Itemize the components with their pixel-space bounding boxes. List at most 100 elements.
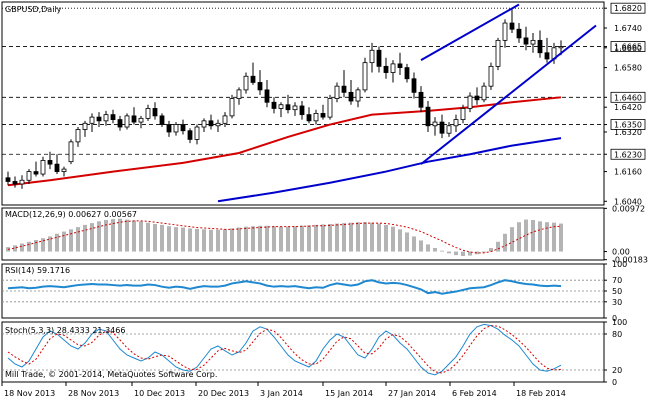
candle <box>425 101 431 132</box>
macd-bar <box>125 219 129 252</box>
macd-bar <box>384 224 388 252</box>
candle-body-bear <box>180 124 186 132</box>
candle <box>516 23 522 43</box>
candle-body-bull <box>278 104 284 109</box>
candle-body-bull <box>453 119 459 127</box>
candle-body-bull <box>313 113 319 122</box>
rsi-tick-label: 30 <box>612 298 622 307</box>
candle-body-bear <box>320 113 326 118</box>
candle <box>404 63 410 83</box>
candle-body-bull <box>201 120 207 128</box>
candle <box>68 139 74 165</box>
macd-bar <box>139 221 143 252</box>
candle-body-bull <box>369 49 375 64</box>
candle-body-bear <box>208 120 214 127</box>
candle-body-bull <box>75 129 81 143</box>
candle <box>488 62 494 90</box>
candle <box>229 94 235 119</box>
macd-bar <box>559 223 563 252</box>
price-level-box <box>610 41 646 52</box>
macd-bar <box>104 220 108 252</box>
candle-body-bull <box>103 114 109 122</box>
candle-body-bull <box>194 126 200 140</box>
price-tick-label: 1.6665 <box>614 43 642 52</box>
candle-body-bear <box>271 101 277 109</box>
macd-panel: 0.00972 0.00-0.00183 <box>6 204 648 265</box>
macd-bar <box>405 232 409 252</box>
candle <box>306 107 312 124</box>
candle-body-bull <box>530 39 536 45</box>
candle-body-bear <box>117 119 123 128</box>
candle <box>418 86 424 113</box>
macd-bar <box>377 223 381 252</box>
macd-bar <box>55 233 59 252</box>
price-level-box <box>610 91 646 103</box>
candle <box>544 37 550 63</box>
candle <box>523 26 529 51</box>
macd-bar <box>202 229 206 252</box>
candle <box>299 101 305 120</box>
price-tick-label: 1.6820 <box>614 4 642 13</box>
macd-bar <box>552 222 556 252</box>
candle <box>446 122 452 137</box>
price-tick-label: 1.6320 <box>614 128 642 137</box>
candle <box>82 120 88 137</box>
macd-bar <box>279 226 283 252</box>
price-tick-label: 1.6230 <box>614 150 642 159</box>
candle <box>89 113 95 132</box>
candle-body-bull <box>558 46 564 49</box>
price-tick-label: 1.6580 <box>614 64 642 73</box>
candle-body-bull <box>460 108 466 120</box>
macd-bar <box>265 225 269 252</box>
candle <box>61 166 67 177</box>
candle-body-bear <box>47 160 53 165</box>
candle <box>103 110 109 126</box>
macd-bar <box>412 236 416 252</box>
time-axis: 18 Nov 2013 28 Nov 2013 10 Dec 2013 20 Dec … <box>1 382 566 398</box>
candle-body-bear <box>523 37 529 45</box>
candle <box>334 82 340 103</box>
macd-bar <box>90 223 94 252</box>
macd-bar <box>398 229 402 252</box>
candle <box>152 102 158 120</box>
candle <box>159 113 165 128</box>
horizontal-levels[interactable] <box>2 7 604 155</box>
macd-bar <box>6 247 10 252</box>
macd-bar <box>419 240 423 252</box>
candle <box>75 127 81 147</box>
candle <box>383 57 389 79</box>
time-tick-label: 18 Nov 2013 <box>4 389 55 398</box>
candle <box>369 42 375 73</box>
macd-bar <box>440 250 444 252</box>
candle <box>194 124 200 145</box>
trend-lines[interactable] <box>420 3 597 165</box>
candle-body-bear <box>516 28 522 39</box>
candle <box>26 169 32 184</box>
macd-tick-label: 0.00972 <box>612 204 645 213</box>
candle-body-bear <box>397 63 403 69</box>
macd-bar <box>545 222 549 252</box>
macd-bar <box>447 251 451 254</box>
rsi-label: RSI(14) 59.1716 <box>5 266 70 275</box>
macd-signal-line <box>7 220 562 254</box>
candle-body-bear <box>376 49 382 67</box>
candle-body-bull <box>138 117 144 123</box>
macd-bar <box>230 228 234 252</box>
candle-body-bull <box>355 89 361 102</box>
candle-body-bear <box>299 105 305 116</box>
price-tick-label: 1.6350 <box>614 121 642 130</box>
candle-body-bull <box>362 62 368 91</box>
candle <box>509 7 515 33</box>
candle-body-bull <box>68 141 74 163</box>
macd-bar <box>489 248 493 252</box>
rsi-tick-label: 0 <box>612 314 617 323</box>
macd-bar <box>391 226 395 252</box>
candle <box>215 119 221 132</box>
macd-bar <box>146 222 150 252</box>
candle-body-bear <box>264 89 270 103</box>
candle-body-bull <box>432 121 438 127</box>
macd-bar <box>223 229 227 252</box>
candle-body-bull <box>243 75 249 91</box>
candle <box>432 117 438 136</box>
